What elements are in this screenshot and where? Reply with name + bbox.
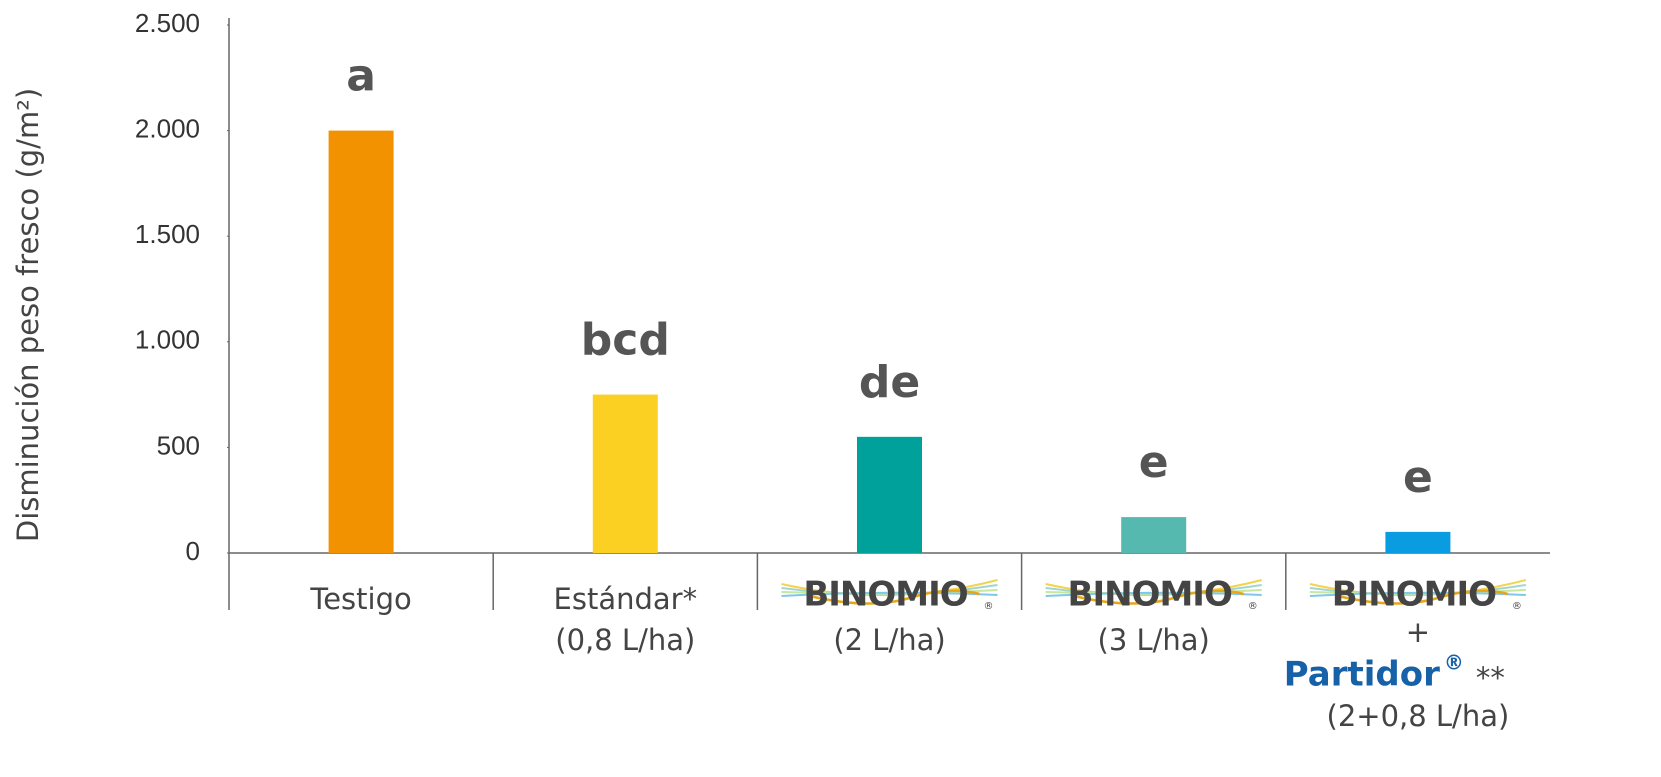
plus: +: [1406, 615, 1430, 649]
bar: [1121, 517, 1187, 553]
y-tick-label: 2.000: [135, 113, 200, 143]
significance-label: bcd: [581, 315, 670, 366]
significance-label: de: [859, 357, 920, 408]
logo-mark: ®: [984, 601, 994, 612]
logo-stripes: [1309, 579, 1527, 605]
logo-stripe: [781, 591, 998, 597]
y-tick-label: 1.500: [135, 219, 200, 249]
x-tick-sublabel: (2+0,8 L/ha): [1327, 699, 1510, 733]
bar: [857, 436, 922, 553]
logo-text: BINOMIO: [1332, 575, 1496, 615]
bar: [328, 130, 394, 553]
logo-swoosh: [809, 589, 980, 605]
brand-reg: ®: [1444, 651, 1464, 675]
significance-label: a: [346, 51, 376, 102]
logo-stripes: [781, 579, 998, 605]
x-tick-sublabel: (2 L/ha): [833, 623, 945, 657]
logo-text: BINOMIO: [1068, 575, 1232, 615]
x-tick-label: Testigo: [309, 582, 411, 616]
y-tick-label: 2.500: [135, 8, 200, 38]
logo-stripe: [1309, 591, 1526, 597]
logo-stripe: [1045, 591, 1262, 597]
logo-swoosh: [1337, 589, 1509, 605]
bar: [1385, 531, 1451, 553]
logo-stripes: [1045, 579, 1262, 605]
y-tick-label: 0: [186, 536, 200, 566]
significance-label: e: [1139, 437, 1169, 488]
bar: [592, 394, 658, 553]
logo-text: BINOMIO: [803, 575, 967, 615]
x-tick-sublabel: (3 L/ha): [1098, 623, 1210, 657]
significance-label: e: [1403, 452, 1433, 503]
y-tick-label: 500: [157, 430, 200, 460]
y-axis-label: Disminución peso fresco (g/m²): [11, 88, 45, 542]
logo-swoosh: [1073, 589, 1245, 605]
logo-mark: ®: [1512, 601, 1522, 612]
brand: Partidor: [1284, 655, 1440, 695]
x-tick-sublabel: (0,8 L/ha): [555, 623, 695, 657]
y-tick-label: 1.000: [135, 325, 200, 355]
logo-mark: ®: [1248, 601, 1258, 612]
note: **: [1476, 661, 1505, 695]
x-tick-label: Estándar*: [554, 582, 698, 616]
